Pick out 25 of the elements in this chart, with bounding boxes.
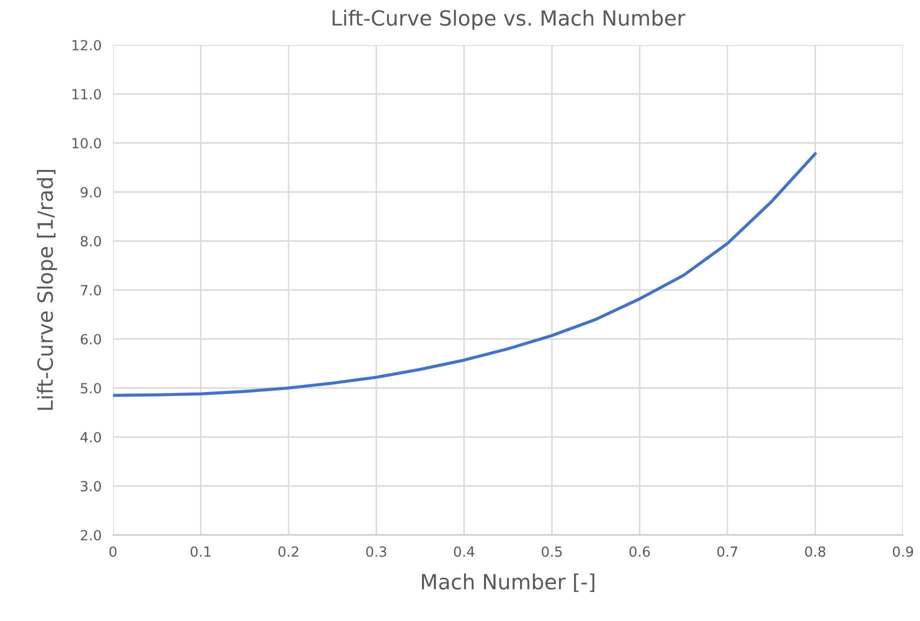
- y-tick-label: 10.0: [72, 138, 101, 148]
- y-tick-label: 4.0: [80, 432, 101, 442]
- y-tick-label: 12.0: [72, 40, 101, 50]
- x-tick-label: 0.5: [542, 546, 562, 557]
- x-tick-label: 0: [109, 546, 116, 557]
- x-tick-label: 0.3: [366, 546, 386, 557]
- x-axis-title: Mach Number [-]: [422, 573, 594, 592]
- y-tick-label: 2.0: [80, 530, 101, 540]
- x-tick-label: 0.2: [278, 546, 298, 557]
- y-tick-label: 3.0: [80, 480, 101, 492]
- y-axis-title: Lift-Curve Slope [1/rad]: [36, 170, 58, 410]
- y-tick-label: 11.0: [72, 88, 101, 100]
- y-tick-label: 6.0: [80, 334, 101, 344]
- x-tick-label: 0.6: [630, 546, 650, 557]
- x-tick-label: 0.1: [190, 546, 211, 557]
- line-series: [113, 152, 817, 397]
- chart-title: Lift-Curve Slope vs. Mach Number: [332, 10, 686, 30]
- x-tick-label: 0.7: [717, 546, 738, 557]
- y-tick-label: 5.0: [80, 382, 101, 394]
- x-tick-label: 0.4: [454, 546, 474, 557]
- x-tick-label: 0.8: [805, 546, 826, 557]
- x-tick-label: 0.9: [892, 546, 914, 557]
- y-tick-label: 9.0: [80, 186, 101, 198]
- y-tick-label: 7.0: [80, 284, 101, 296]
- y-tick-label: 8.0: [80, 236, 101, 246]
